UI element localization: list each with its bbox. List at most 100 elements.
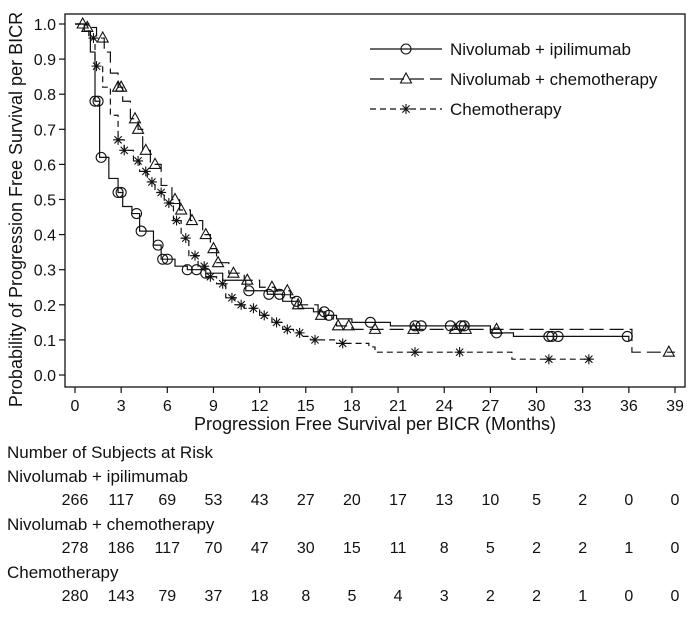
censor-marker-triangle [96, 30, 110, 43]
risk-count: 5 [532, 492, 541, 509]
x-tick-label: 27 [481, 398, 499, 415]
legend-entry-3: Chemotherapy [370, 100, 562, 119]
y-tick-label: 0.4 [34, 228, 56, 245]
censor-marker-asterisk [119, 145, 130, 156]
censor-marker-circle [157, 253, 169, 265]
censor-marker-circle [95, 151, 107, 163]
y-tick-label: 1.0 [34, 17, 56, 34]
y-tick-label: 0.6 [34, 157, 56, 174]
x-tick-label: 3 [117, 398, 126, 415]
x-tick-label: 33 [574, 398, 592, 415]
censor-marker-triangle [168, 192, 182, 205]
risk-count: 0 [624, 588, 634, 605]
censor-marker-circle [552, 330, 564, 342]
censor-marker-triangle [399, 71, 413, 84]
censor-marker-asterisk [337, 338, 348, 349]
risk-count: 2 [485, 588, 495, 605]
censor-marker-asterisk [282, 324, 293, 335]
chart-legend: Nivolumab + ipilimumab Nivolumab + chemot… [370, 40, 658, 119]
x-tick-label: 12 [251, 398, 269, 415]
censor-marker-asterisk [294, 327, 305, 338]
risk-count: 53 [204, 492, 223, 509]
legend-label: Nivolumab + ipilimumab [450, 40, 631, 59]
survival-curves [75, 16, 676, 365]
censor-marker-triangle [490, 322, 503, 334]
risk-row-label: Chemotherapy [7, 563, 119, 582]
risk-count: 266 [61, 492, 89, 509]
censor-marker-triangle [76, 16, 90, 29]
censor-marker-circle [458, 320, 470, 332]
risk-row-label: Nivolumab + ipilimumab [7, 467, 188, 486]
censor-marker-triangle [407, 322, 420, 334]
x-tick-label: 15 [297, 398, 315, 415]
risk-count: 1 [624, 540, 634, 557]
censor-marker-circle [543, 330, 555, 342]
y-tick-label: 0.7 [34, 122, 56, 139]
censor-marker-asterisk [199, 261, 210, 272]
censor-marker-triangle [131, 122, 145, 134]
x-tick-label: 39 [666, 398, 684, 415]
censor-marker-asterisk [310, 334, 320, 345]
censor-marker-triangle [448, 322, 462, 334]
y-tick-label: 0.9 [34, 52, 56, 69]
risk-count: 8 [439, 540, 449, 557]
risk-count: 79 [158, 588, 177, 605]
x-tick-label: 0 [71, 398, 80, 415]
series-censor-marks-2 [76, 16, 676, 357]
censor-marker-asterisk [259, 310, 270, 321]
censor-marker-circle [92, 95, 104, 107]
risk-count: 1 [578, 588, 588, 605]
y-tick-label: 0.2 [34, 298, 56, 315]
censor-marker-circle [400, 43, 412, 55]
x-tick-label: 21 [389, 398, 407, 415]
risk-count: 47 [250, 540, 269, 557]
legend-entry-1: Nivolumab + ipilimumab [370, 40, 631, 59]
censor-marker-circle [415, 320, 427, 332]
censor-marker-circle [135, 225, 147, 237]
risk-count: 13 [435, 492, 454, 509]
censor-marker-asterisk [236, 299, 247, 310]
censor-marker-circle [409, 320, 421, 332]
risk-count: 2 [532, 540, 541, 557]
series-censor-marks-3 [88, 33, 594, 365]
risk-count: 37 [204, 588, 223, 605]
risk-count: 278 [61, 540, 89, 557]
risk-count: 2 [532, 588, 541, 605]
y-tick-label: 0.0 [34, 368, 56, 385]
risk-count: 11 [389, 540, 407, 557]
censor-marker-triangle [331, 318, 345, 331]
censor-marker-triangle [342, 318, 356, 331]
censor-marker-asterisk [180, 233, 191, 244]
censor-marker-triangle [174, 202, 188, 215]
censor-marker-asterisk [163, 198, 174, 209]
risk-count: 0 [670, 492, 680, 509]
censor-marker-triangle [207, 241, 220, 254]
censor-marker-circle [364, 316, 376, 328]
legend-entry-2: Nivolumab + chemotherapy [370, 70, 658, 89]
censor-marker-triangle [459, 322, 473, 334]
censor-marker-circle [89, 95, 101, 107]
risk-count: 5 [347, 588, 357, 605]
y-axis-label: Probability of Progression Free Survival… [6, 12, 26, 407]
risk-count: 69 [158, 492, 177, 509]
series-line-2 [75, 23, 675, 353]
risk-count: 0 [670, 540, 680, 557]
series-line-1 [75, 23, 630, 342]
censor-marker-triangle [211, 255, 225, 268]
plot-frame [64, 13, 686, 388]
chart-axes: 0.00.10.20.30.40.50.60.70.80.91.00 3 6 9 12 1… [34, 13, 686, 415]
risk-count: 30 [296, 540, 315, 557]
risk-count: 20 [343, 492, 361, 509]
censor-marker-triangle [314, 308, 328, 320]
risk-count: 17 [389, 492, 407, 509]
censor-marker-triangle [114, 80, 128, 92]
censor-marker-asterisk [248, 303, 259, 314]
x-tick-label: 18 [343, 398, 361, 415]
censor-marker-asterisk [190, 250, 200, 261]
censor-marker-asterisk [271, 317, 282, 328]
x-tick-label: 30 [528, 398, 546, 415]
y-tick-label: 0.8 [34, 87, 56, 104]
censor-marker-triangle [662, 345, 676, 357]
censor-marker-circle [263, 288, 275, 300]
